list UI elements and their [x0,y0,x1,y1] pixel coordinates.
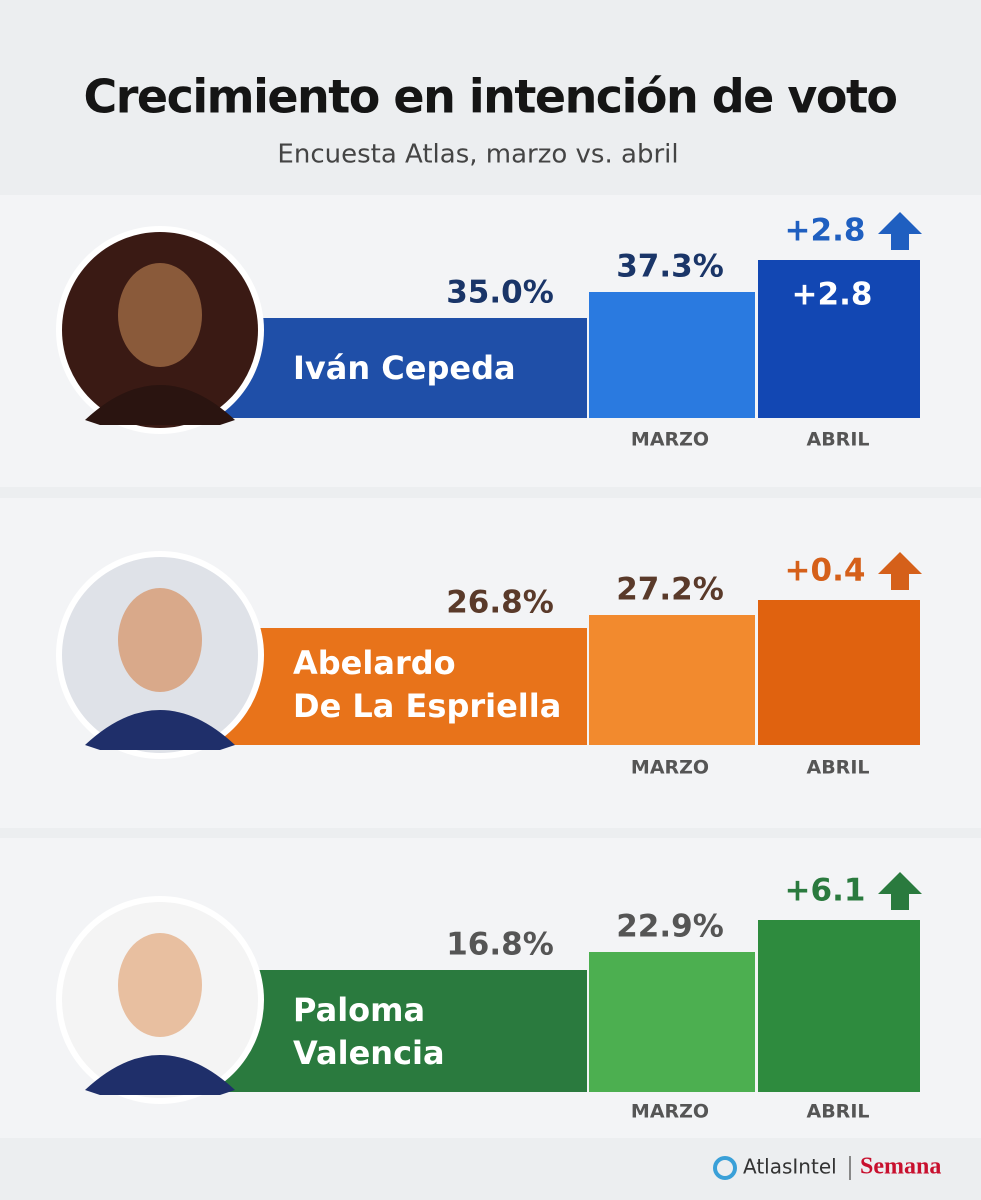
brand: Semana [860,1154,941,1180]
period-label: ABRIL [807,757,870,779]
logo-icon [713,1156,737,1180]
period-label: ABRIL [807,429,870,451]
candidate-name: Valencia [293,1034,445,1072]
bar [589,292,755,418]
bar [589,615,755,745]
bar [758,920,920,1092]
title: Crecimiento en intención de voto [83,70,896,124]
bar [758,260,920,418]
photo-body [85,1055,235,1095]
bar [758,600,920,745]
arrow-up [878,552,922,590]
photo-body [85,385,235,425]
march-value: 37.3% [616,249,724,285]
period-label: MARZO [631,429,709,451]
candidate-name: De La Espriella [293,687,561,725]
period-label: MARZO [631,1101,709,1123]
april-change: +6.1 [785,873,866,909]
arrow-up [878,872,922,910]
april-change: +2.8 [785,213,866,249]
april-inside: +2.8 [792,277,873,313]
bar [589,952,755,1092]
photo-body [85,710,235,750]
bar [215,970,587,1092]
march-value: 22.9% [616,909,724,945]
candidate-name: Abelardo [293,644,456,682]
arrow-up [878,212,922,250]
photo-face [118,588,202,692]
subtitle: Encuesta Atlas, marzo vs. abril [277,140,678,170]
photo-face [118,263,202,367]
photo-face [118,933,202,1037]
previous-value: 35.0% [446,275,554,311]
brand: AtlasIntel [743,1155,837,1179]
period-label: MARZO [631,757,709,779]
previous-value: 26.8% [446,585,554,621]
bar [215,318,587,418]
march-value: 27.2% [616,572,724,608]
bar [215,628,587,745]
candidate-name: Paloma [293,991,425,1029]
period-label: ABRIL [807,1101,870,1123]
april-change: +0.4 [785,553,866,589]
candidate-name: Iván Cepeda [293,349,516,387]
previous-value: 16.8% [446,927,554,963]
